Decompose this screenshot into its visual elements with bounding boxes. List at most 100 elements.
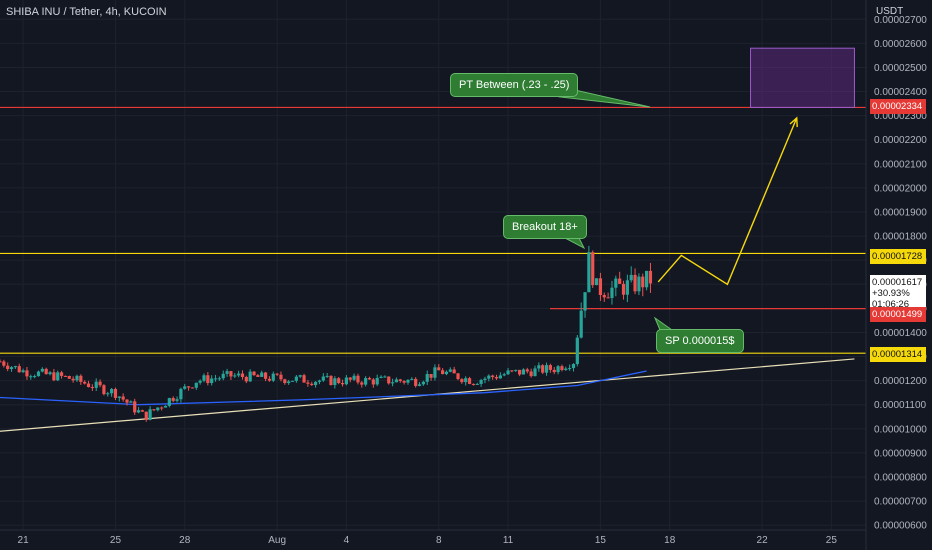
candle-body: [244, 377, 248, 382]
candle-body: [444, 371, 449, 375]
candle-body: [71, 378, 75, 381]
x-tick-label: 22: [757, 535, 769, 546]
candle-body: [394, 379, 399, 383]
candle-body: [602, 295, 606, 298]
candle-body: [325, 375, 329, 377]
candle-body: [260, 372, 264, 377]
candle-body: [421, 381, 425, 385]
breakout-callout[interactable]: Breakout 18+: [503, 215, 587, 239]
candle-body: [275, 373, 279, 375]
target-zone-rect[interactable]: [750, 47, 855, 108]
candle-body: [317, 380, 322, 382]
stop-price-tag: 0.00001499: [870, 307, 926, 322]
projected-path-line[interactable]: [657, 117, 798, 286]
x-tick-label: Aug: [268, 535, 286, 546]
candle-body: [298, 375, 302, 377]
candle-body: [117, 396, 121, 398]
candle-body: [0, 361, 2, 363]
candle-body: [6, 365, 10, 370]
candle-body: [110, 388, 114, 394]
candle-body: [448, 369, 452, 372]
projected-arrow-head: [789, 116, 798, 128]
candle-body: [121, 396, 125, 400]
projection-path[interactable]: [657, 116, 798, 286]
candle-body: [179, 388, 183, 400]
candle-body: [52, 372, 56, 381]
moving-average-line[interactable]: [0, 370, 647, 406]
candle-body: [263, 372, 268, 379]
candle-body: [594, 278, 599, 286]
time-axis[interactable]: 21 25 28 Aug 4 8 11 15 18 22 25: [18, 535, 838, 546]
y-tick-label: 0.00002700: [874, 15, 927, 26]
candle-body: [591, 252, 595, 286]
y-tick-label: 0.00002100: [874, 159, 927, 170]
candle-body: [129, 401, 133, 403]
candle-body: [390, 382, 395, 384]
candle-body: [156, 407, 160, 411]
candle-body: [267, 378, 272, 381]
sp-callout[interactable]: SP 0.000015$: [656, 329, 744, 353]
candle-body: [279, 374, 283, 380]
breakout-callout-text: Breakout 18+: [512, 221, 578, 233]
candle-body: [256, 375, 260, 377]
y-tick-label: 0.00001100: [874, 400, 927, 411]
candle-body: [194, 382, 198, 388]
candle-body: [314, 381, 318, 386]
candle-body: [83, 381, 87, 384]
candle-body: [233, 375, 237, 377]
candle-body: [514, 369, 518, 371]
candle-body: [63, 375, 68, 377]
candle-body: [9, 367, 14, 370]
candle-body: [379, 376, 383, 378]
candle-body: [494, 376, 499, 379]
x-tick-label: 8: [436, 535, 442, 546]
candle-body: [344, 377, 348, 385]
candle-body: [414, 378, 418, 386]
candle-body: [283, 379, 287, 384]
candle-body: [371, 379, 375, 385]
candle-body: [529, 371, 533, 377]
candle-body: [502, 374, 506, 376]
y-tick-label: 0.00001200: [874, 376, 927, 387]
trend-lines: [0, 358, 855, 432]
y-tick-label: 0.00002200: [874, 135, 927, 146]
x-tick-label: 25: [110, 535, 122, 546]
candle-body: [90, 387, 94, 389]
candle-body: [186, 386, 191, 388]
current-price-change: +30.93%: [872, 288, 910, 299]
candle-body: [229, 371, 233, 377]
candle-body: [410, 378, 414, 380]
candle-body: [248, 371, 252, 382]
candle-body: [94, 381, 98, 388]
candle-body: [25, 370, 29, 377]
pt-callout[interactable]: PT Between (.23 - .25): [450, 73, 579, 97]
candle-body: [202, 375, 206, 381]
candle-body: [456, 373, 460, 380]
candle-body: [17, 366, 21, 373]
candle-body: [148, 409, 152, 420]
candle-body: [98, 381, 102, 386]
candle-body: [560, 366, 564, 371]
candle-body: [437, 367, 441, 371]
candle-body: [452, 369, 456, 374]
candle-body: [48, 372, 52, 375]
candle-body: [471, 383, 476, 385]
candle-body: [475, 383, 479, 385]
candle-body: [125, 399, 129, 403]
candle-body: [506, 370, 510, 375]
target-box[interactable]: [750, 47, 855, 108]
horizontal-levels: [0, 106, 866, 354]
x-tick-label: 28: [179, 535, 191, 546]
candle-body: [160, 407, 164, 409]
candle-body: [302, 375, 306, 383]
y-tick-label: 0.00002600: [874, 39, 927, 50]
chart-title: SHIBA INU / Tether, 4h, KUCOIN: [6, 6, 167, 18]
y-tick-label: 0.00002300: [874, 111, 927, 122]
candle-body: [564, 368, 568, 371]
candle-body: [133, 401, 137, 413]
candle-body: [575, 337, 579, 365]
candle-body: [29, 376, 33, 378]
candle-body: [340, 383, 345, 385]
y-tick-label: 0.00000600: [874, 521, 927, 532]
candle-body: [518, 369, 522, 375]
